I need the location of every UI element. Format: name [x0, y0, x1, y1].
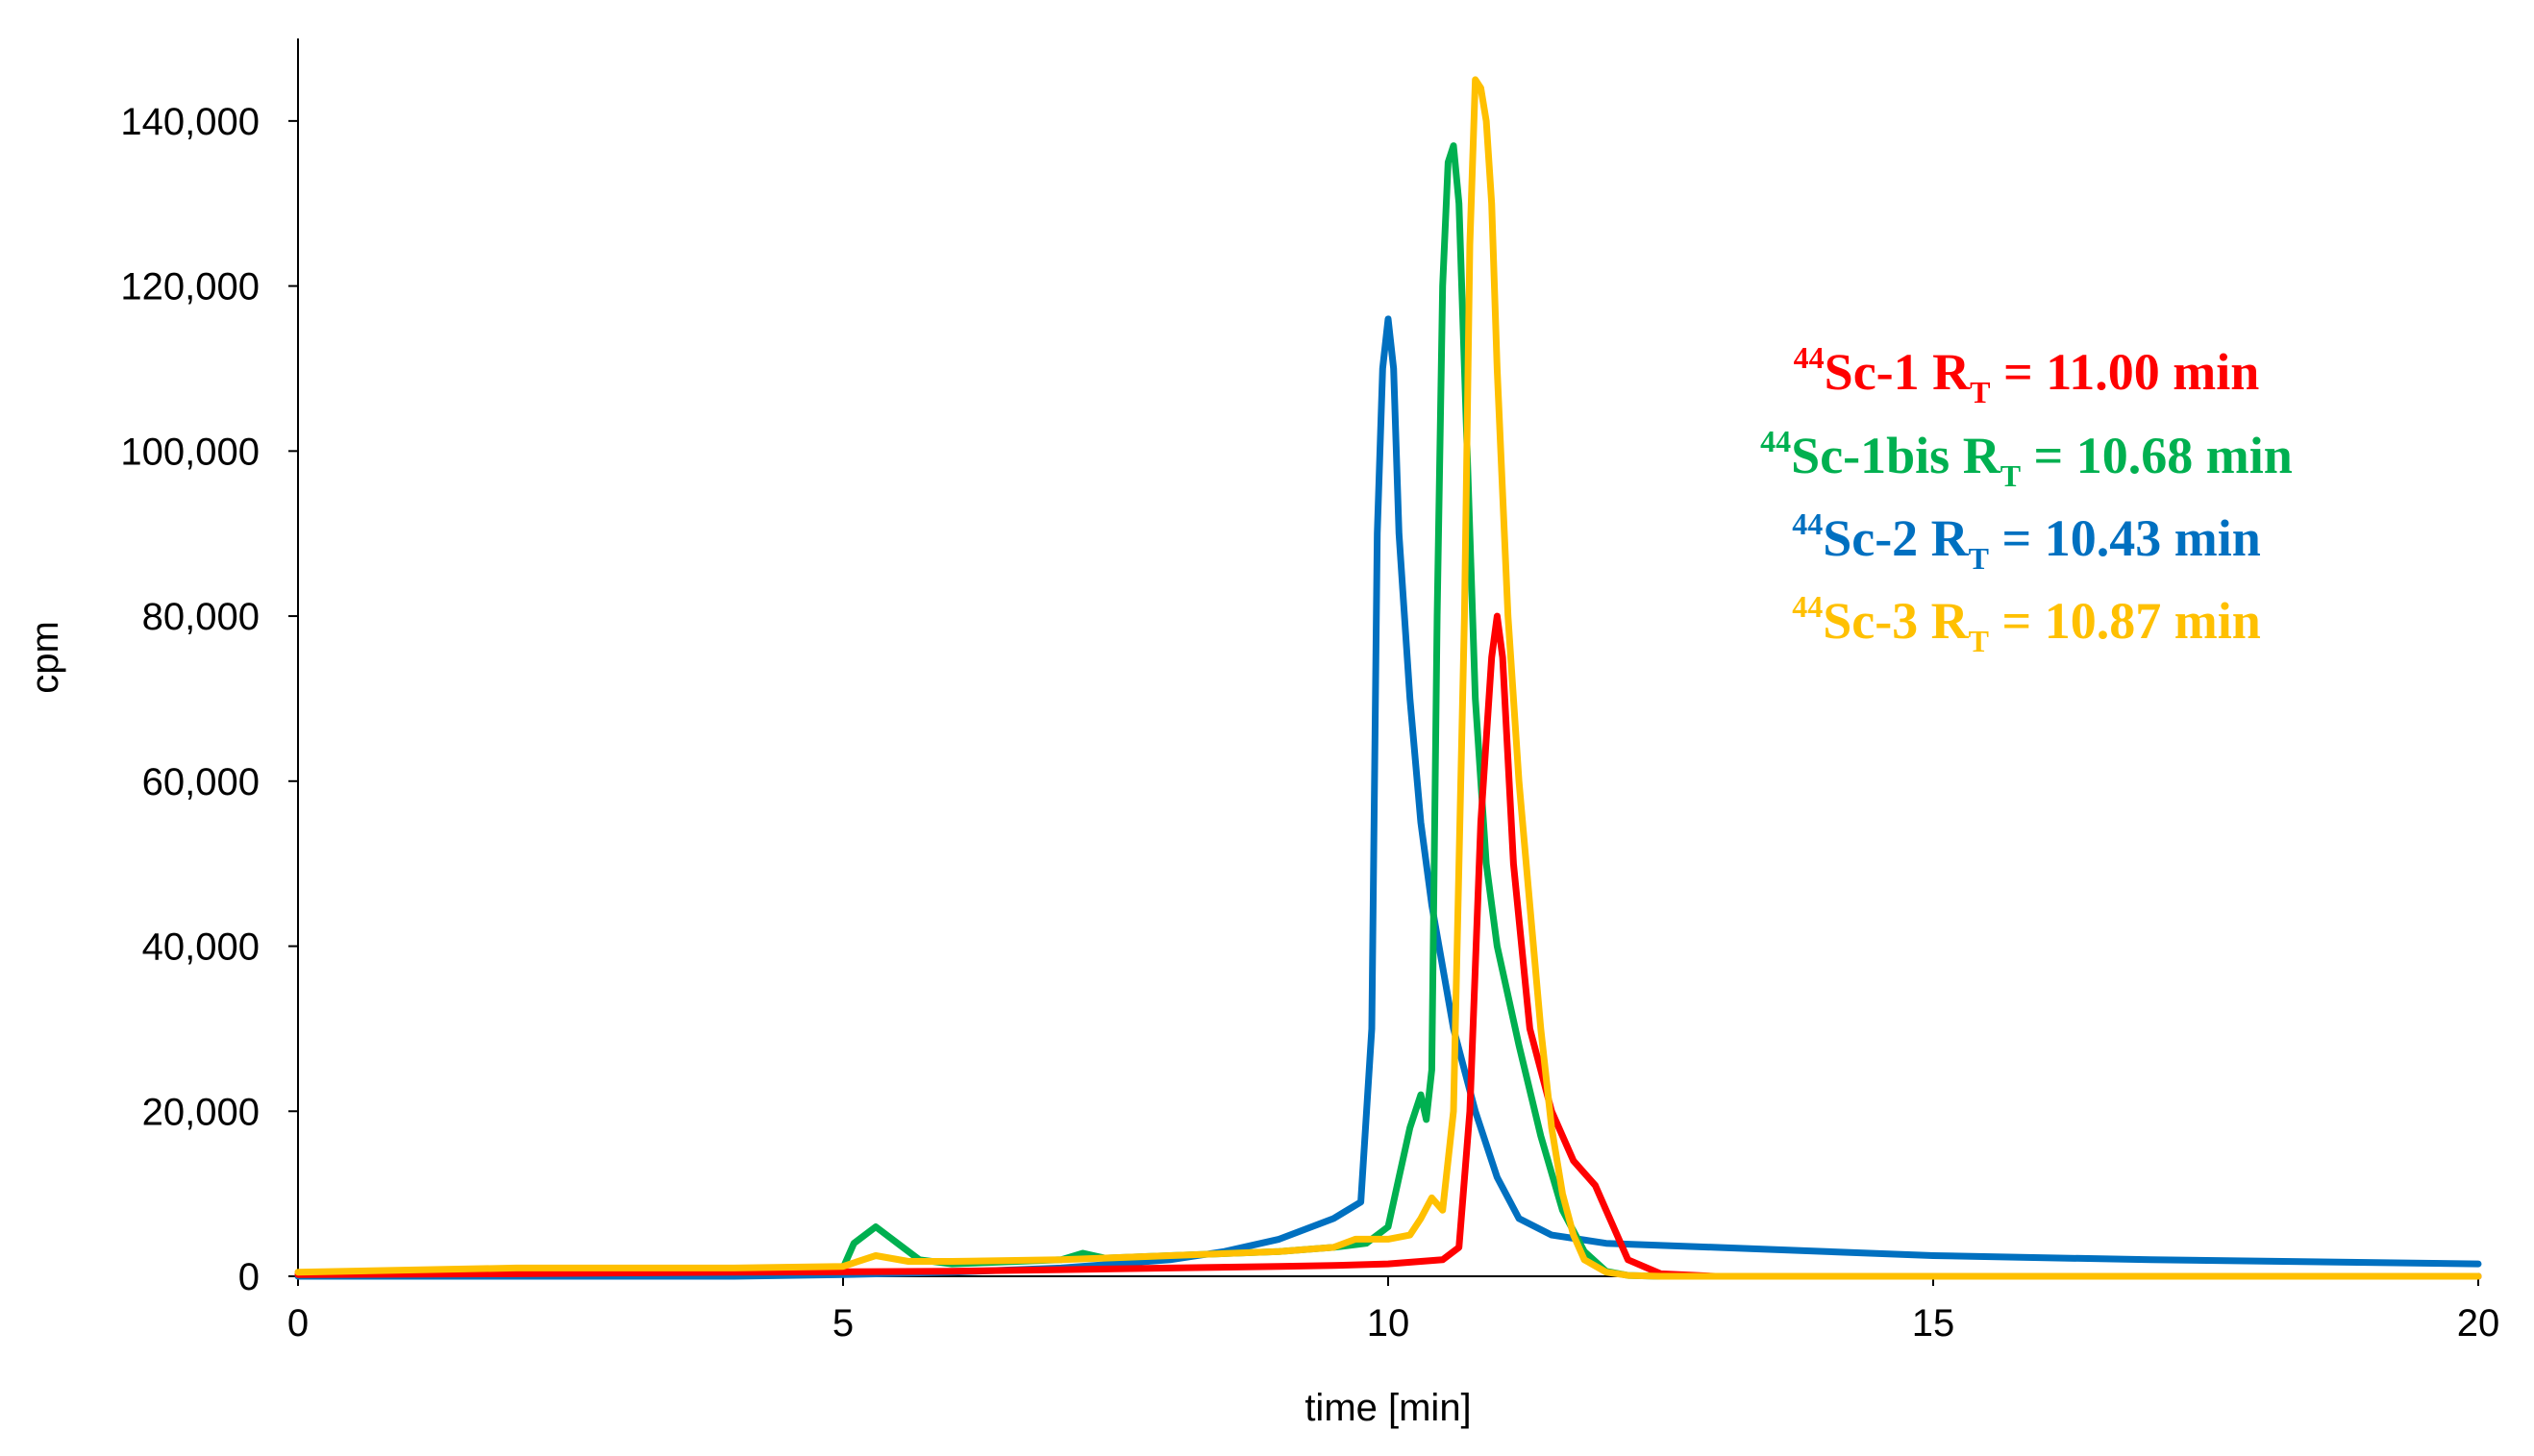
y-tick-label: 140,000	[120, 101, 260, 143]
x-axis-title: time [min]	[1304, 1387, 1471, 1429]
series-line-44sc-1	[294, 612, 2482, 1280]
legend-value: = 11.00 min	[1991, 343, 2260, 401]
y-tick-label: 100,000	[120, 431, 260, 473]
x-tick-label: 0	[287, 1302, 309, 1345]
series-line-44sc-1bis	[294, 142, 2482, 1280]
legend-entry: 44Sc-1 RT = 11.00 min	[1794, 340, 2260, 409]
legend-entry: 44Sc-3 RT = 10.87 min	[1792, 589, 2261, 658]
legend-label: Sc-2 R	[1823, 509, 1969, 567]
y-tick-label: 40,000	[142, 926, 260, 969]
legend-superscript: 44	[1792, 506, 1823, 541]
x-tick-label: 20	[2457, 1302, 2500, 1345]
legend-value: = 10.43 min	[1989, 509, 2261, 567]
legend-subscript: T	[2000, 458, 2021, 493]
axes	[297, 38, 2478, 1277]
legend-entry: 44Sc-1bis RT = 10.68 min	[1760, 424, 2293, 493]
legend-superscript: 44	[1760, 424, 1791, 458]
y-tick-label: 60,000	[142, 761, 260, 803]
legend-superscript: 44	[1792, 589, 1823, 624]
y-tick-label: 120,000	[120, 266, 260, 308]
legend-entry: 44Sc-2 RT = 10.43 min	[1792, 506, 2261, 576]
legend-label: Sc-3 R	[1823, 592, 1969, 650]
legend-subscript: T	[1970, 375, 1990, 409]
legend-subscript: T	[1969, 541, 1989, 576]
legend-value: = 10.68 min	[2021, 427, 2293, 484]
y-tick-label: 20,000	[142, 1091, 260, 1133]
legend-subscript: T	[1969, 624, 1989, 658]
series-line-44sc-3	[294, 76, 2482, 1280]
legend-label: Sc-1bis R	[1791, 427, 2001, 484]
x-ticks: 0 5 10 15 20	[287, 1276, 2499, 1345]
x-tick-label: 5	[832, 1302, 854, 1345]
y-tick-label: 0	[238, 1256, 260, 1298]
legend-label: Sc-1 R	[1825, 343, 1971, 401]
x-tick-label: 15	[1912, 1302, 1955, 1345]
legend-superscript: 44	[1794, 340, 1825, 375]
legend-value: = 10.87 min	[1989, 592, 2261, 650]
y-axis-title: cpm	[24, 621, 66, 694]
x-tick-label: 10	[1367, 1302, 1410, 1345]
y-ticks: 0 20,000 40,000 60,000 80,000 100,000 120,000 1…	[120, 101, 298, 1298]
y-tick-label: 80,000	[142, 596, 260, 638]
series-lines	[294, 76, 2482, 1280]
